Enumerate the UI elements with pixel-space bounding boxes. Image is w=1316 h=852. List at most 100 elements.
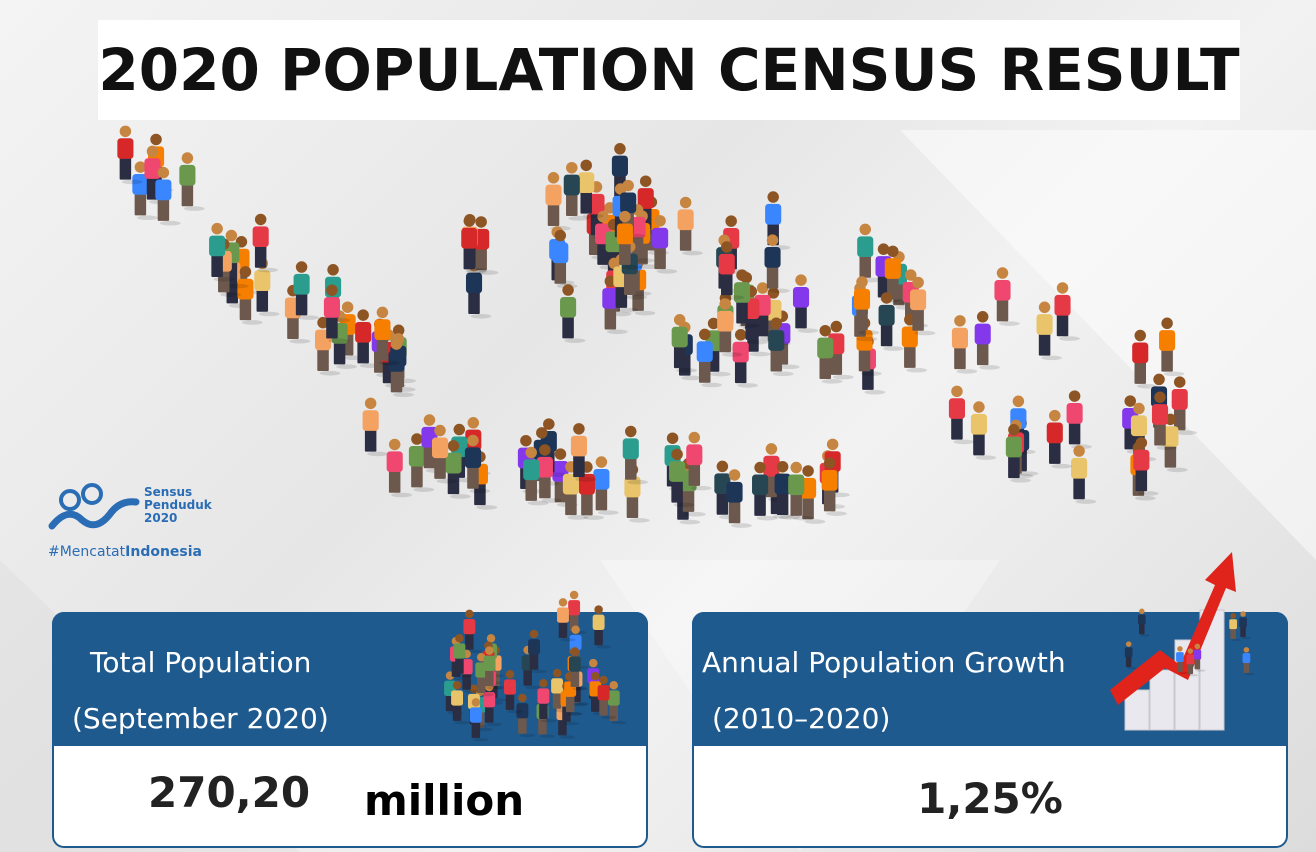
head xyxy=(296,261,308,273)
head xyxy=(795,274,807,286)
person-figure xyxy=(672,314,697,373)
head xyxy=(1174,376,1186,388)
torso xyxy=(672,327,688,348)
shadow xyxy=(393,392,414,397)
legs xyxy=(326,315,338,338)
head xyxy=(912,277,924,289)
person-figure xyxy=(363,398,388,457)
person-figure xyxy=(793,274,818,333)
torso xyxy=(623,438,639,459)
head xyxy=(689,432,701,444)
shadow xyxy=(137,215,158,220)
shadow xyxy=(793,516,814,521)
torso xyxy=(578,172,594,193)
torso xyxy=(617,223,633,244)
head xyxy=(1069,390,1081,402)
legs xyxy=(674,345,686,368)
legs xyxy=(689,463,701,486)
legs xyxy=(317,348,329,371)
person-figure xyxy=(652,215,677,274)
head xyxy=(377,307,389,319)
head xyxy=(464,215,476,227)
shadow xyxy=(367,452,388,457)
shadow xyxy=(722,352,743,357)
legs xyxy=(596,487,608,510)
legs xyxy=(287,316,299,339)
torso xyxy=(253,226,269,247)
person-figure xyxy=(1067,390,1092,449)
head xyxy=(1057,282,1069,294)
shadow xyxy=(861,371,882,376)
torso xyxy=(387,451,403,472)
torso xyxy=(854,289,870,310)
torso xyxy=(1037,314,1053,335)
head xyxy=(856,276,868,288)
head xyxy=(150,134,162,146)
head xyxy=(327,264,339,276)
torso xyxy=(254,270,270,291)
head xyxy=(211,223,223,235)
shadow xyxy=(228,284,249,289)
shadow xyxy=(739,323,760,328)
head xyxy=(820,325,832,337)
torso xyxy=(552,242,568,263)
head xyxy=(802,465,814,477)
legs xyxy=(211,254,223,277)
legs xyxy=(654,246,666,269)
head xyxy=(580,160,592,172)
shadow xyxy=(184,206,205,211)
head xyxy=(654,215,666,227)
shadow xyxy=(833,375,854,380)
torso xyxy=(910,289,926,310)
card-sublabel: (September 2020) xyxy=(72,702,329,735)
card-value: 270,20 xyxy=(148,768,310,817)
head xyxy=(719,298,731,310)
logo-text: Sensus Penduduk 2020 xyxy=(144,486,212,525)
head xyxy=(1049,410,1061,422)
head xyxy=(573,423,585,435)
torso xyxy=(432,437,448,458)
shadow xyxy=(723,295,744,300)
torso xyxy=(678,209,694,230)
person-figure xyxy=(465,435,490,494)
legs xyxy=(182,183,194,206)
card-sublabel: (2010–2020) xyxy=(712,702,890,735)
head xyxy=(973,401,985,413)
head xyxy=(468,417,480,429)
infographic: 2020 POPULATION CENSUS RESULT Sensus Pen… xyxy=(0,0,1316,852)
legs xyxy=(625,457,637,480)
torso xyxy=(1067,403,1083,424)
shadow xyxy=(379,361,400,366)
torso xyxy=(726,482,742,503)
torso xyxy=(571,436,587,457)
legs xyxy=(627,495,639,518)
legs xyxy=(912,308,924,331)
card: Annual Population Growth (2010–2020) 1,2… xyxy=(692,612,1288,848)
head xyxy=(411,433,423,445)
shadow xyxy=(883,346,904,351)
torso xyxy=(374,319,390,340)
torso xyxy=(669,461,685,482)
person-figure xyxy=(952,315,977,374)
legs xyxy=(767,265,779,288)
head xyxy=(736,269,748,281)
shadow xyxy=(450,494,471,499)
head xyxy=(619,211,631,223)
torso xyxy=(155,179,171,200)
torso xyxy=(752,474,768,495)
shadow xyxy=(737,383,758,388)
torso xyxy=(686,444,702,465)
head xyxy=(699,329,711,341)
shadow xyxy=(857,337,878,342)
person-figure xyxy=(1071,445,1096,504)
torso xyxy=(949,398,965,419)
legs xyxy=(777,492,789,515)
torso xyxy=(719,254,735,275)
hashtag: #MencatatIndonesia xyxy=(48,544,202,560)
head xyxy=(454,424,466,436)
legs xyxy=(135,192,147,215)
head xyxy=(767,234,779,246)
torso xyxy=(179,165,195,186)
person-figure xyxy=(678,197,703,256)
shadow xyxy=(471,314,492,319)
